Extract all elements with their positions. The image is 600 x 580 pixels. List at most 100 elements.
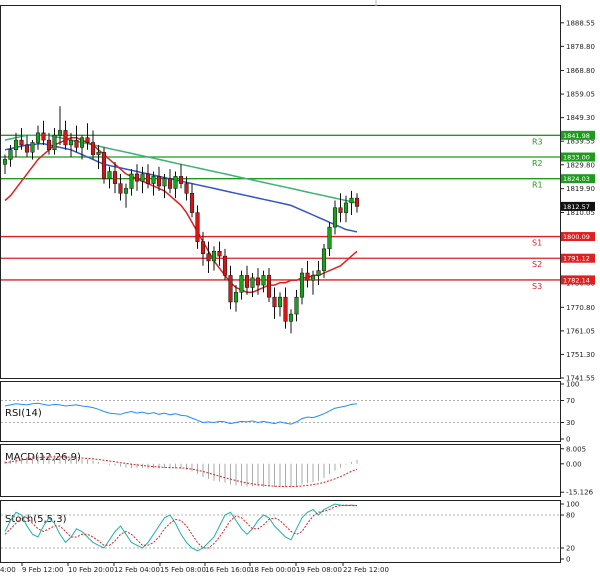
level-tag-s1: 1800.09 — [563, 233, 590, 241]
rsi-label: RSI(14) — [5, 408, 42, 419]
time-axis: 4:00 9 Feb 12:00 10 Feb 20:00 12 Feb 04:00… — [0, 562, 389, 574]
rsi-pane: RSI(14) 100 70 30 0 — [0, 381, 579, 444]
stoch-tick-label: 0 — [566, 556, 570, 564]
price-axis-label: 1878.80 — [566, 43, 595, 51]
level-tag-s2: 1791.12 — [563, 255, 590, 263]
candle-body — [283, 296, 288, 322]
level-name-r3: R3 — [532, 137, 543, 146]
candle-body — [134, 173, 140, 182]
level-tag-bg — [561, 275, 595, 285]
candle-body — [107, 171, 112, 180]
price-axis-label: 1761.05 — [566, 327, 595, 335]
candle-body — [85, 137, 90, 143]
candle-body — [189, 193, 195, 213]
current-price-tag: 1812.57 — [561, 201, 595, 211]
price-axis-label: 1829.80 — [566, 161, 595, 169]
rsi-line — [1, 400, 560, 425]
level-tag-s3: 1782.14 — [563, 276, 590, 284]
candle-body — [294, 296, 299, 315]
price-axis-label: 1849.30 — [566, 114, 595, 122]
candle-body — [63, 130, 68, 146]
price-axis-label: 1810.05 — [566, 209, 595, 217]
candle-body — [244, 275, 250, 288]
candle-body — [178, 176, 184, 184]
candle-body — [96, 151, 101, 155]
rsi-pane-frame — [0, 381, 561, 442]
candle-body — [228, 275, 233, 303]
main-pane: R3 R2 R1 S1 S2 S3 1888.55 1878.80 1868.80 1859.0… — [0, 0, 595, 383]
candle-body — [250, 277, 255, 288]
stoch-tick-label: 100 — [566, 501, 579, 509]
candle-body — [151, 176, 156, 184]
candle-body — [156, 176, 162, 187]
stoch-k-line — [4, 503, 358, 552]
time-label: 22 Feb 12:00 — [343, 566, 389, 574]
candle-body — [266, 275, 272, 298]
time-label-partial: 4:00 — [0, 566, 16, 574]
current-price-label: 1812.57 — [563, 203, 590, 211]
macd-tick-label: -15.126 — [566, 489, 594, 497]
level-tag-bg — [561, 130, 595, 140]
time-label: 19 Feb 08:00 — [296, 566, 342, 574]
support-resistance-levels: R3 R2 R1 S1 S2 S3 — [1, 134, 560, 291]
time-label: 15 Feb 08:00 — [160, 566, 206, 574]
candle-body — [321, 248, 327, 271]
candle-body — [35, 132, 41, 143]
stoch-pane: Stoch(5,5,3) 100 80 20 0 — [0, 500, 579, 564]
candle-body — [79, 137, 85, 148]
price-axis-label: 1888.55 — [566, 19, 595, 27]
candle-body — [354, 197, 360, 207]
candle-body — [239, 275, 244, 293]
candle-body — [233, 292, 239, 303]
rsi-tick-label: 70 — [566, 397, 575, 405]
price-axis-label: 1859.05 — [566, 91, 595, 99]
candle-body — [343, 202, 349, 213]
candle-body — [129, 173, 134, 189]
macd-tick-label: 8.005 — [566, 445, 586, 453]
candle-body — [195, 212, 200, 242]
level-tag-r3: 1841.98 — [563, 132, 590, 140]
stoch-axis: 100 80 20 0 — [560, 501, 579, 564]
candle-body — [46, 139, 52, 151]
stoch-tick-label: 80 — [566, 512, 575, 520]
level-tag-bg — [561, 253, 595, 263]
candle-body — [8, 149, 13, 160]
macd-histogram-and-signal — [4, 454, 358, 488]
level-name-s2: S2 — [532, 260, 542, 269]
candle-body — [123, 188, 129, 194]
candle-body — [74, 139, 79, 148]
candle-body — [332, 207, 338, 228]
time-label: 16 Feb 16:00 — [205, 566, 251, 574]
level-name-r1: R1 — [532, 181, 543, 190]
candle-body — [24, 144, 30, 153]
candle-body — [112, 171, 118, 184]
candle-body — [173, 176, 178, 189]
current-price-bg — [561, 201, 595, 211]
candle-body — [162, 178, 167, 187]
candle-body — [2, 159, 8, 165]
candle-body — [145, 173, 151, 184]
main-pane-frame — [0, 5, 561, 379]
candle-body — [305, 272, 310, 281]
price-axis: 1888.55 1878.80 1868.80 1859.05 1849.30 1839.… — [560, 19, 595, 383]
price-axis-label: 1868.80 — [566, 67, 595, 75]
level-name-s3: S3 — [532, 282, 542, 291]
candle-body — [217, 251, 222, 257]
candle-body — [101, 151, 107, 180]
candle-body — [299, 272, 305, 298]
candle-body — [316, 270, 321, 276]
level-tag-r2: 1833.00 — [563, 154, 590, 162]
time-label: 10 Feb 20:00 — [68, 566, 114, 574]
level-tag-bg — [561, 174, 595, 184]
candle-body — [167, 178, 173, 189]
candle-body — [272, 296, 277, 308]
level-name-s1: S1 — [532, 239, 542, 248]
candle-body — [288, 313, 294, 322]
candlesticks — [2, 106, 360, 334]
macd-tick-label: 0.00 — [566, 460, 582, 468]
candle-body — [57, 130, 63, 136]
price-axis-label: 1751.30 — [566, 351, 595, 359]
candle-body — [349, 197, 354, 204]
